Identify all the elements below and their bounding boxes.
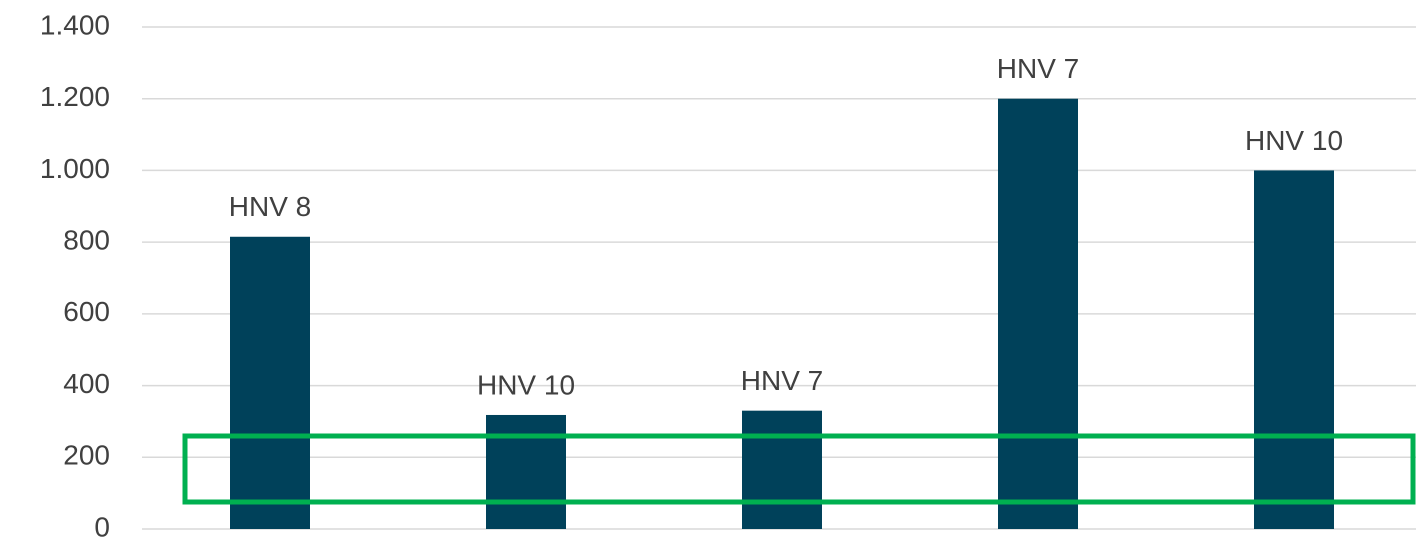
bar	[998, 98, 1078, 529]
bar	[742, 410, 822, 529]
y-tick-label: 1.200	[40, 81, 110, 112]
y-tick-label: 1.400	[40, 9, 110, 40]
bar-label: HNV 10	[1245, 125, 1343, 156]
bar	[486, 414, 566, 529]
bar-label: HNV 7	[997, 53, 1079, 84]
bar-label: HNV 8	[229, 191, 311, 222]
grid-layer: 0 200 400 600 800 1.000 1.200 1.400	[40, 9, 1416, 542]
y-tick-label: 600	[63, 296, 110, 327]
bar-label: HNV 10	[477, 369, 575, 400]
bar	[230, 236, 310, 529]
y-tick-label: 1.000	[40, 153, 110, 184]
y-tick-label: 800	[63, 225, 110, 256]
y-tick-label: 0	[94, 511, 110, 542]
bar	[1254, 170, 1334, 529]
y-tick-label: 400	[63, 368, 110, 399]
bar-label: HNV 7	[741, 365, 823, 396]
y-tick-label: 200	[63, 440, 110, 471]
highlight-box	[182, 433, 1416, 505]
